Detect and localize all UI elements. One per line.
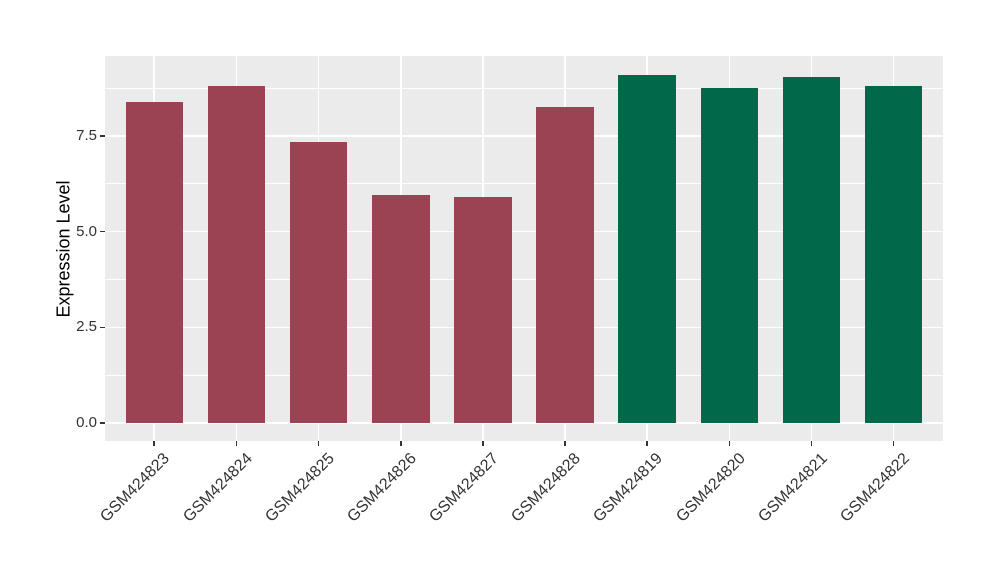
minor-gridline: [105, 87, 943, 89]
bar-GSM424822: [864, 86, 923, 423]
x-tick-mark: [317, 441, 320, 446]
y-tick-mark: [100, 422, 105, 424]
y-tick-mark: [100, 135, 105, 137]
x-tick-mark: [482, 441, 484, 446]
x-tick-label: GSM424827: [426, 450, 502, 526]
bar-GSM424821: [782, 76, 841, 423]
y-tick-label: 7.5: [76, 126, 97, 144]
x-tick-label: GSM424821: [755, 450, 831, 526]
y-tick-label: 0.0: [76, 414, 97, 431]
major-gridline: [105, 135, 943, 137]
bar-GSM424828: [536, 107, 594, 423]
major-gridline: [105, 422, 943, 424]
x-tick-label: GSM424828: [508, 450, 585, 526]
x-tick-mark: [646, 441, 649, 446]
y-tick-label: 5.0: [76, 222, 97, 240]
x-tick-label: GSM424819: [590, 450, 667, 526]
plot-panel: [105, 56, 943, 441]
x-tick-mark: [235, 441, 238, 446]
bar-GSM424824: [207, 86, 266, 423]
major-gridline: [105, 230, 943, 233]
x-tick-label: GSM424825: [262, 450, 338, 526]
x-tick-label: GSM424820: [672, 450, 749, 526]
y-tick-mark: [100, 230, 105, 233]
x-tick-mark: [728, 441, 731, 446]
bar-GSM424819: [618, 74, 676, 423]
x-tick-label: GSM424823: [97, 450, 174, 526]
x-tick-mark: [810, 441, 813, 446]
bar-GSM424823: [125, 101, 184, 423]
y-axis-title: Expression Level: [53, 179, 74, 318]
x-tick-mark: [564, 441, 566, 446]
bar-GSM424820: [700, 88, 759, 423]
bar-GSM424827: [454, 197, 512, 423]
x-tick-mark: [399, 441, 402, 446]
x-tick-label: GSM424826: [344, 450, 420, 526]
bar-GSM424825: [289, 141, 348, 423]
y-tick-label: 2.5: [76, 318, 97, 336]
y-tick-mark: [100, 326, 105, 329]
minor-gridline: [105, 278, 943, 280]
minor-gridline: [105, 374, 943, 376]
minor-gridline: [105, 183, 943, 185]
x-tick-label: GSM424824: [179, 450, 256, 526]
bar-GSM424826: [372, 195, 430, 423]
x-tick-label: GSM424822: [837, 450, 913, 526]
x-tick-mark: [153, 441, 156, 446]
major-gridline: [105, 326, 943, 329]
x-tick-mark: [892, 441, 895, 446]
